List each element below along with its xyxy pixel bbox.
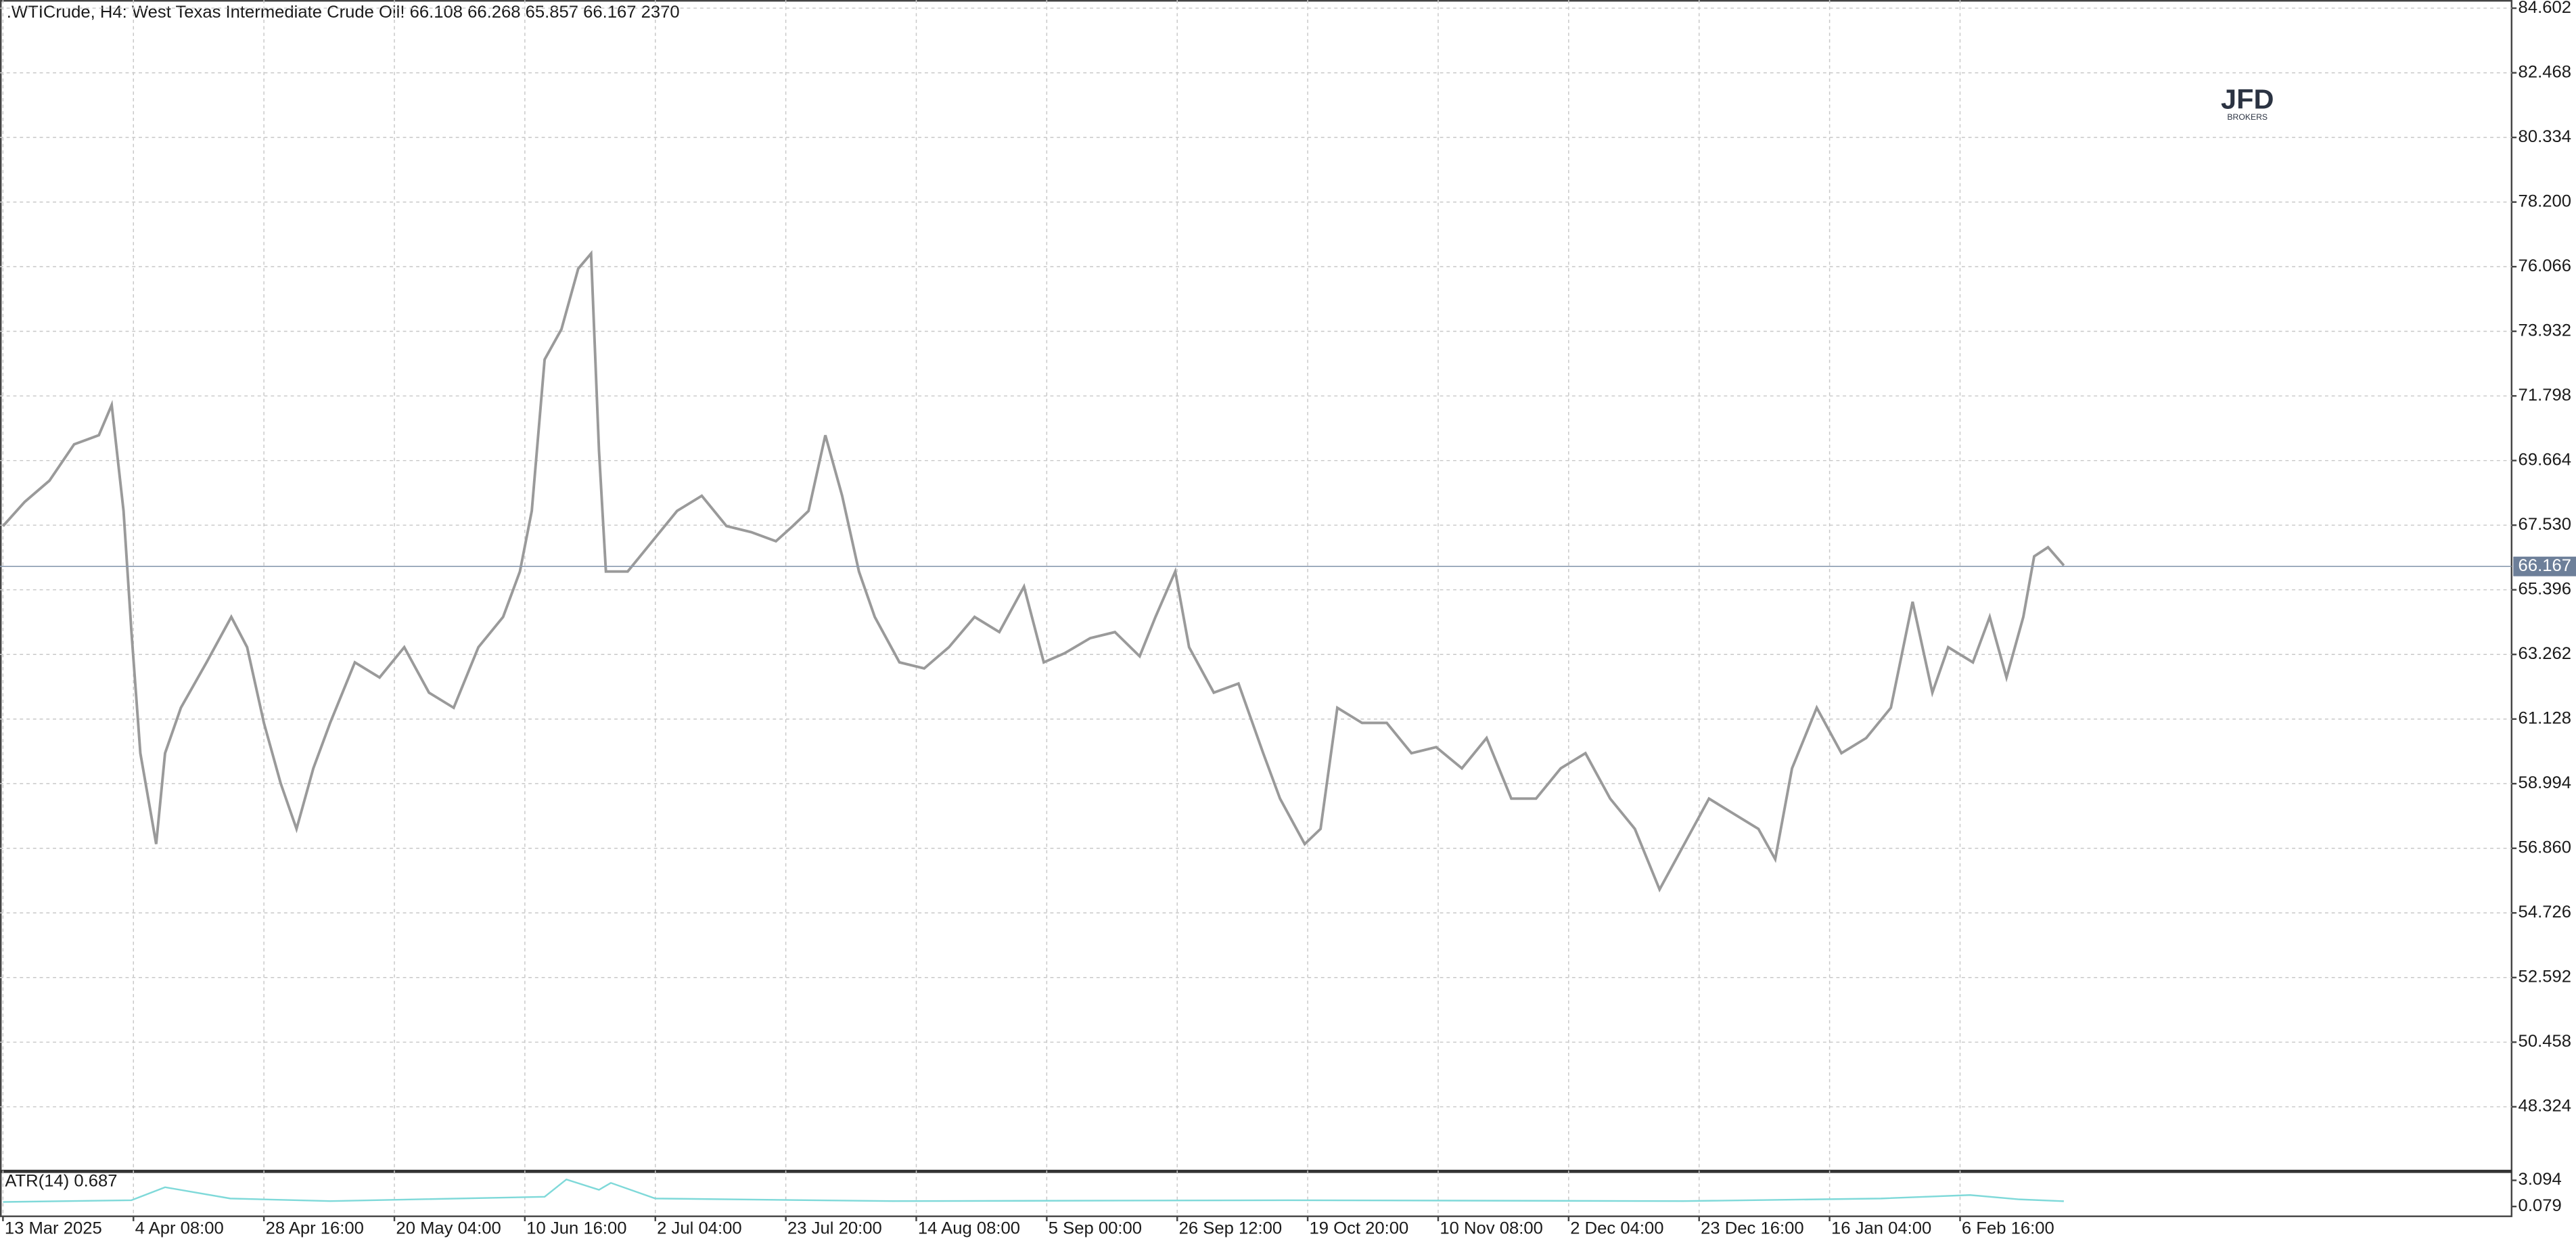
last-price-label: 66.167 [2518, 556, 2571, 575]
x-tick-label: 23 Dec 16:00 [1701, 1219, 1803, 1238]
y2-tick-label: 3.094 [2518, 1170, 2562, 1189]
y-tick-label: 63.262 [2518, 644, 2571, 663]
x-tick-label: 13 Mar 2025 [5, 1219, 102, 1238]
x-tick-label: 26 Sep 12:00 [1179, 1219, 1282, 1238]
x-tick-label: 4 Apr 08:00 [135, 1219, 224, 1238]
y-tick-label: 61.128 [2518, 709, 2571, 728]
y-tick-label: 76.066 [2518, 256, 2571, 275]
y-tick-label: 84.602 [2518, 0, 2571, 17]
x-tick-label: 10 Nov 08:00 [1440, 1219, 1542, 1238]
y-tick-label: 58.994 [2518, 773, 2571, 792]
x-tick-label: 16 Jan 04:00 [1831, 1219, 1931, 1238]
logo-sub: BROKERS [2227, 112, 2268, 122]
price-line [1, 250, 2065, 893]
plot-frame [0, 0, 2513, 1217]
x-tick-label: 5 Sep 00:00 [1049, 1219, 1142, 1238]
y-tick-label: 78.200 [2518, 191, 2571, 210]
y2-tick-label: 0.079 [2518, 1196, 2562, 1215]
y-tick-label: 71.798 [2518, 386, 2571, 405]
x-tick-label: 2 Jul 04:00 [657, 1219, 741, 1238]
y-tick-label: 56.860 [2518, 838, 2571, 857]
y-tick-label: 50.458 [2518, 1032, 2571, 1051]
last-price-box [2513, 556, 2576, 576]
y-tick-label: 69.664 [2518, 450, 2571, 469]
y-tick-label: 54.726 [2518, 903, 2571, 922]
y-tick-label: 52.592 [2518, 968, 2571, 986]
logo: JFD [2221, 84, 2274, 115]
x-tick-label: 19 Oct 20:00 [1310, 1219, 1409, 1238]
x-tick-label: 2 Dec 04:00 [1570, 1219, 1663, 1238]
chart-title: .WTICrude, H4: West Texas Intermediate C… [7, 3, 680, 22]
y-tick-label: 67.530 [2518, 515, 2571, 534]
x-tick-label: 23 Jul 20:00 [787, 1219, 882, 1238]
atr-line [3, 1178, 2064, 1203]
x-tick-label: 6 Feb 16:00 [1962, 1219, 2054, 1238]
y-tick-label: 80.334 [2518, 127, 2571, 146]
y-tick-label: 65.396 [2518, 580, 2571, 599]
y-tick-label: 48.324 [2518, 1097, 2571, 1116]
x-tick-label: 10 Jun 16:00 [526, 1219, 626, 1238]
y-tick-label: 82.468 [2518, 62, 2571, 81]
x-tick-label: 14 Aug 08:00 [918, 1219, 1020, 1238]
y-tick-label: 73.932 [2518, 321, 2571, 340]
atr-label: ATR(14) 0.687 [5, 1172, 117, 1191]
x-tick-label: 20 May 04:00 [396, 1219, 501, 1238]
x-tick-label: 28 Apr 16:00 [266, 1219, 364, 1238]
